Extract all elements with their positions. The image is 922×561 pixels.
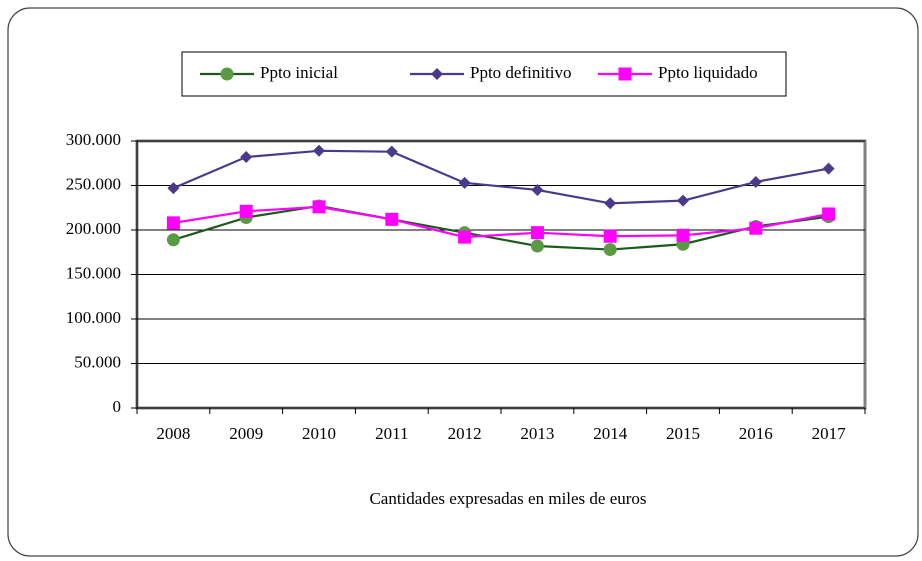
data-point (458, 176, 471, 189)
legend-marker (431, 68, 443, 80)
y-tick-label: 150.000 (66, 263, 121, 282)
data-point (603, 229, 617, 243)
data-point (166, 233, 180, 247)
x-tick-label: 2014 (593, 424, 628, 443)
data-point (749, 175, 762, 188)
x-tick-label: 2008 (156, 424, 190, 443)
legend-marker (220, 67, 234, 81)
data-point (530, 226, 544, 240)
y-tick-label: 300.000 (66, 130, 121, 149)
data-point (604, 197, 617, 210)
data-point (677, 194, 689, 207)
y-tick-label: 250.000 (66, 174, 121, 193)
data-point (603, 243, 617, 257)
y-tick-label: 200.000 (66, 219, 121, 238)
data-point (166, 216, 180, 230)
x-tick-label: 2011 (375, 424, 408, 443)
series-line (173, 204, 829, 251)
x-tick-label: 2009 (229, 424, 263, 443)
series-line (172, 149, 829, 205)
y-tick-label: 50.000 (74, 352, 121, 371)
data-point (822, 162, 835, 175)
data-point (313, 144, 325, 157)
data-point (676, 228, 690, 242)
y-tick-label: 100.000 (66, 308, 121, 327)
data-point (312, 200, 326, 214)
legend-label: Ppto definitivo (470, 63, 572, 82)
data-point (531, 183, 544, 196)
data-point (385, 145, 398, 158)
data-point (239, 204, 253, 218)
caption: Cantidades expresadas en miles de euros (369, 489, 646, 508)
x-tick-label: 2013 (520, 424, 554, 443)
legend-marker (618, 67, 632, 81)
data-point (385, 212, 399, 226)
x-tick-label: 2012 (448, 424, 482, 443)
series-line (173, 205, 829, 239)
legend-label: Ppto inicial (260, 63, 338, 82)
data-point (240, 151, 253, 164)
data-point (458, 230, 472, 244)
data-point (749, 221, 763, 235)
y-tick-label: 0 (113, 397, 122, 416)
x-tick-label: 2016 (739, 424, 773, 443)
data-point (167, 182, 180, 195)
x-tick-label: 2015 (666, 424, 700, 443)
legend-box (181, 51, 787, 97)
legend-label: Ppto liquidado (658, 63, 758, 82)
data-point (530, 239, 544, 253)
x-tick-label: 2010 (302, 424, 336, 443)
data-point (822, 207, 836, 221)
x-tick-label: 2017 (812, 424, 847, 443)
